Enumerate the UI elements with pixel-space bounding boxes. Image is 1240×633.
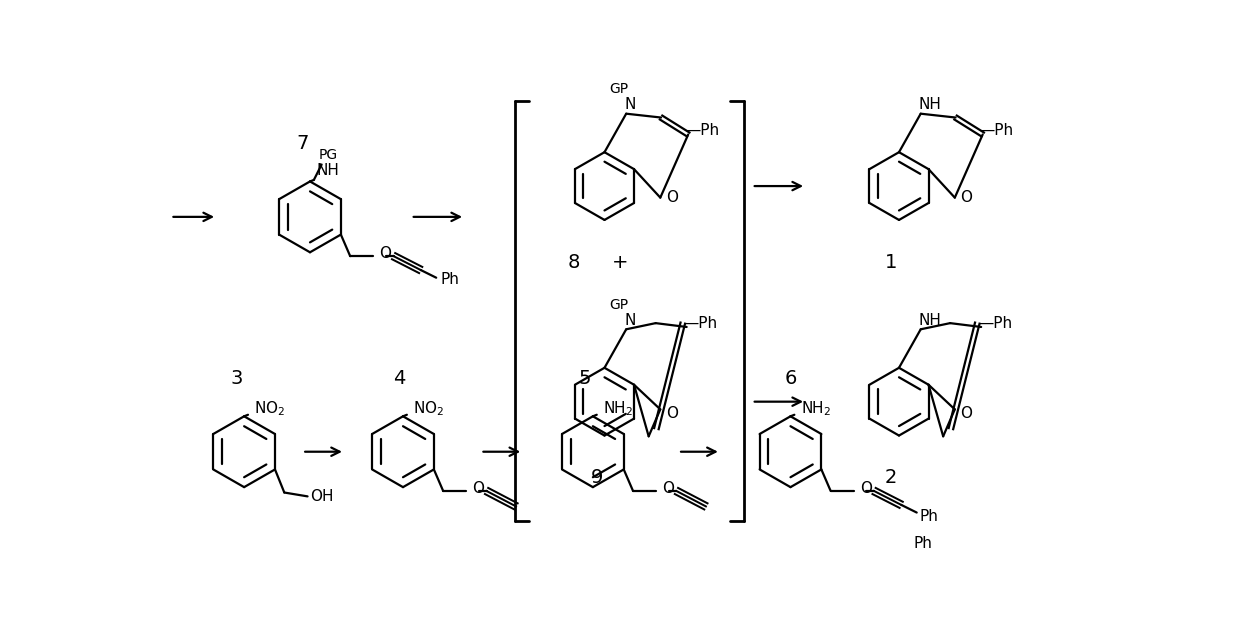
Text: N: N (625, 313, 636, 327)
Text: 6: 6 (785, 369, 796, 388)
Text: NO$_2$: NO$_2$ (254, 399, 285, 418)
Text: 5: 5 (579, 369, 591, 388)
Text: Ph: Ph (920, 509, 939, 524)
Text: O: O (662, 481, 675, 496)
Text: O: O (861, 481, 872, 496)
Text: NH: NH (919, 313, 941, 327)
Text: NO$_2$: NO$_2$ (413, 399, 444, 418)
Text: GP: GP (609, 298, 627, 311)
Text: O: O (961, 406, 972, 421)
Text: 8: 8 (568, 253, 579, 272)
Text: —Ph: —Ph (978, 316, 1012, 330)
Text: NH: NH (919, 97, 941, 112)
Text: GP: GP (609, 82, 627, 96)
Text: 2: 2 (885, 468, 898, 487)
Text: +: + (611, 253, 629, 272)
Text: 4: 4 (393, 369, 405, 388)
Text: —Ph: —Ph (683, 316, 718, 330)
Text: 1: 1 (885, 253, 898, 272)
Text: O: O (961, 190, 972, 205)
Text: O: O (379, 246, 392, 261)
Text: NH$_2$: NH$_2$ (801, 399, 831, 418)
Text: O: O (666, 406, 678, 421)
Text: —Ph: —Ph (684, 123, 719, 138)
Text: PG: PG (319, 148, 337, 162)
Text: N: N (625, 97, 636, 112)
Text: NH: NH (316, 163, 340, 178)
Text: 7: 7 (296, 134, 309, 153)
Text: O: O (472, 481, 485, 496)
Text: Ph: Ph (440, 272, 460, 287)
Text: NH$_2$: NH$_2$ (604, 399, 634, 418)
Text: Ph: Ph (914, 536, 932, 551)
Text: 9: 9 (590, 468, 603, 487)
Text: O: O (666, 190, 678, 205)
Text: —Ph: —Ph (980, 123, 1014, 138)
Text: OH: OH (310, 489, 334, 504)
Text: 3: 3 (231, 369, 243, 388)
